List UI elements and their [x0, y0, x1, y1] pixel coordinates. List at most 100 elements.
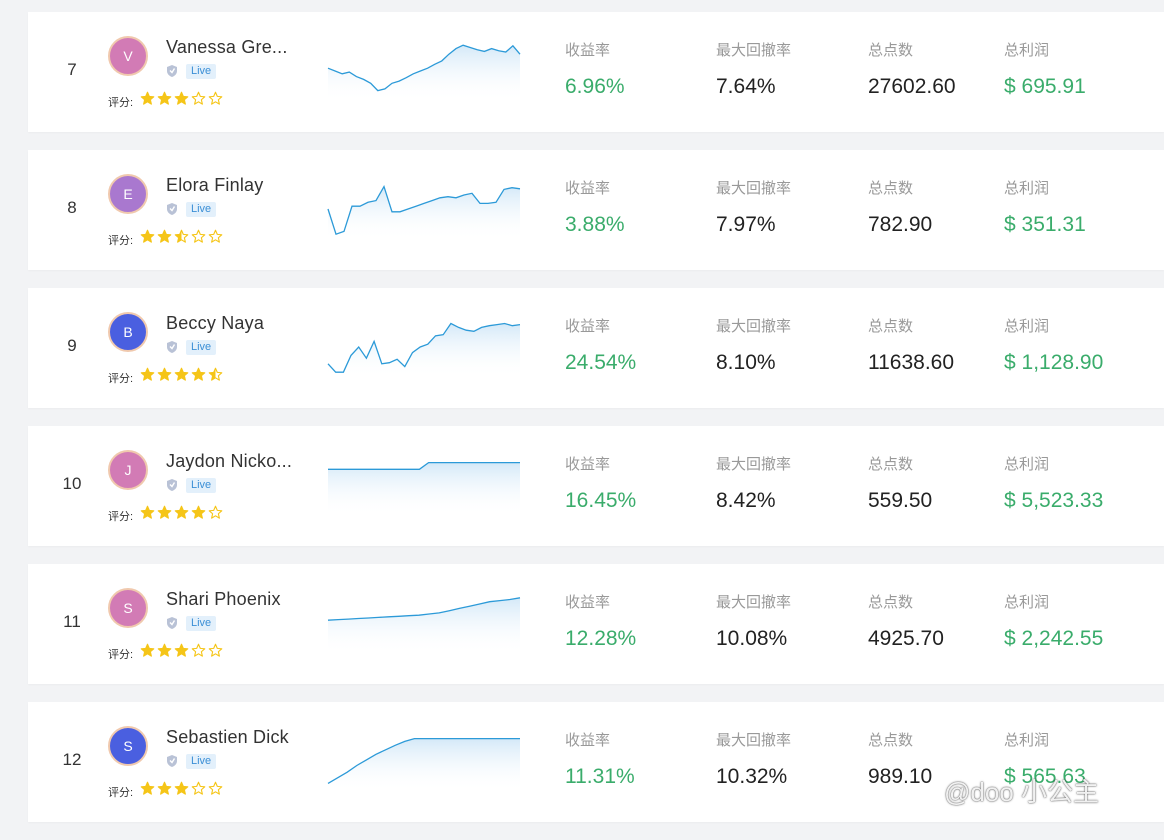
star-icon	[140, 229, 155, 243]
total-points-label: 总点数	[868, 180, 914, 197]
sparkline-area	[328, 597, 520, 654]
total-points-value: 4925.70	[868, 627, 944, 650]
star-icon	[157, 505, 172, 519]
sparkline-line	[327, 184, 521, 236]
return-rate-label: 收益率	[565, 456, 611, 473]
star-rating	[140, 643, 223, 658]
total-profit-label: 总利润	[1004, 732, 1050, 749]
total-points-value: 989.10	[868, 765, 933, 788]
total-points-label: 总点数	[868, 42, 914, 59]
star-rating	[140, 367, 223, 382]
max-drawdown-label: 最大回撤率	[716, 456, 792, 473]
total-profit-label: 总利润	[1004, 456, 1050, 473]
sparkline-area	[328, 738, 520, 792]
sparkline-area	[328, 45, 520, 102]
max-drawdown-value: 10.08%	[716, 627, 788, 650]
shield-icon	[167, 479, 177, 491]
trader-name[interactable]: Vanessa Gre...	[166, 37, 288, 57]
star-icon	[157, 781, 172, 795]
star-icon	[208, 781, 223, 795]
sparkline-line	[328, 461, 520, 470]
rating-label: 评分:	[108, 787, 134, 799]
total-profit-value: $ 565.63	[1004, 765, 1086, 788]
trader-name[interactable]: Beccy Naya	[166, 313, 265, 333]
live-badge: Live	[186, 202, 217, 217]
return-rate-label: 收益率	[565, 180, 611, 197]
total-profit-label: 总利润	[1004, 180, 1050, 197]
max-drawdown-value: 7.97%	[716, 213, 776, 236]
star-icon	[140, 643, 155, 657]
rating-label: 评分:	[108, 373, 134, 385]
equity-sparkline	[327, 184, 521, 240]
trader-name[interactable]: Jaydon Nicko...	[166, 451, 293, 471]
trader-card[interactable]: 7 V Vanessa Gre... Live 评分: 收益率 6.96% 最大回撤率 7.64…	[28, 12, 1164, 132]
max-drawdown-label: 最大回撤率	[716, 594, 792, 611]
total-profit-value: $ 2,242.55	[1004, 627, 1104, 650]
star-icon	[208, 505, 223, 519]
star-icon	[208, 643, 223, 657]
total-profit-label: 总利润	[1004, 42, 1050, 59]
avatar[interactable]: S	[108, 726, 148, 766]
star-icon	[191, 505, 206, 519]
trader-card[interactable]: 10 J Jaydon Nicko... Live 评分: 收益率 16.45% 最大回撤率 8…	[28, 426, 1164, 546]
rank-number: 10	[62, 474, 82, 493]
live-badge: Live	[186, 478, 217, 493]
total-profit-value: $ 351.31	[1004, 213, 1086, 236]
shield-icon	[167, 65, 177, 77]
star-icon	[208, 91, 223, 105]
watermark: @doo 小公主	[944, 777, 1099, 807]
equity-sparkline	[328, 461, 520, 516]
avatar[interactable]: B	[108, 312, 148, 352]
total-points-label: 总点数	[868, 594, 914, 611]
equity-sparkline	[327, 737, 520, 792]
total-points-value: 559.50	[868, 489, 933, 512]
total-profit-value: $ 5,523.33	[1004, 489, 1104, 512]
live-badge: Live	[186, 616, 217, 631]
rating-label: 评分:	[108, 649, 134, 661]
star-rating	[140, 91, 223, 106]
equity-sparkline	[327, 597, 521, 654]
return-rate-value: 3.88%	[565, 213, 625, 236]
avatar[interactable]: V	[108, 36, 148, 76]
avatar[interactable]: E	[108, 174, 148, 214]
star-icon	[191, 229, 206, 243]
trader-name[interactable]: Sebastien Dick	[166, 727, 289, 747]
star-icon	[157, 367, 172, 381]
star-icon	[174, 229, 189, 243]
sparkline-line	[327, 737, 520, 784]
trader-card[interactable]: 8 E Elora Finlay Live 评分: 收益率 3.88% 最大回撤率 7.97% 总…	[28, 150, 1164, 270]
star-icon	[140, 505, 155, 519]
rank-number: 7	[67, 60, 77, 79]
trader-name[interactable]: Elora Finlay	[166, 175, 264, 195]
sparkline-line	[327, 597, 521, 621]
shield-icon	[167, 341, 177, 353]
rating-label: 评分:	[108, 97, 134, 109]
trader-card[interactable]: 11 S Shari Phoenix Live 评分: 收益率 12.28% 最大回撤率 10.…	[28, 564, 1164, 684]
equity-sparkline	[327, 322, 521, 378]
total-profit-value: $ 1,128.90	[1004, 351, 1104, 374]
return-rate-value: 11.31%	[565, 765, 635, 788]
total-points-label: 总点数	[868, 318, 914, 335]
trader-name[interactable]: Shari Phoenix	[166, 589, 281, 609]
total-profit-value: $ 695.91	[1004, 75, 1086, 98]
equity-sparkline	[327, 44, 521, 102]
avatar[interactable]: S	[108, 588, 148, 628]
shield-icon	[167, 203, 177, 215]
max-drawdown-label: 最大回撤率	[716, 180, 792, 197]
star-icon	[191, 643, 206, 657]
max-drawdown-value: 10.32%	[716, 765, 788, 788]
star-icon	[191, 367, 206, 381]
star-rating	[140, 781, 223, 796]
star-icon	[140, 781, 155, 795]
shield-icon	[167, 755, 177, 767]
star-icon	[157, 229, 172, 243]
star-icon	[140, 91, 155, 105]
rank-number: 9	[67, 336, 77, 355]
rank-number: 8	[67, 198, 77, 217]
avatar[interactable]: J	[108, 450, 148, 490]
trader-card[interactable]: 9 B Beccy Naya Live 评分: 收益率 24.54% 最大回撤率 8.10% 总点…	[28, 288, 1164, 408]
trader-card[interactable]: 12 S Sebastien Dick Live 评分: 收益率 11.31% 最大回撤率 10…	[28, 702, 1164, 822]
max-drawdown-label: 最大回撤率	[716, 42, 792, 59]
max-drawdown-value: 8.10%	[716, 351, 776, 374]
return-rate-value: 24.54%	[565, 351, 637, 374]
